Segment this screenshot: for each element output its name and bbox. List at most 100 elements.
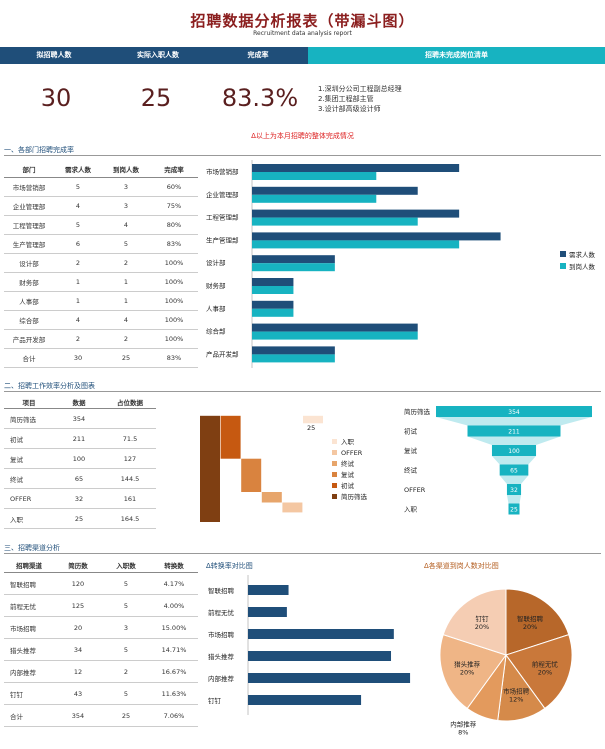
table-cell: 75%: [150, 196, 198, 216]
legend-label: 复试: [341, 470, 355, 479]
pie-slice: [439, 633, 507, 710]
table-cell: 71.5: [104, 428, 156, 449]
funnel-value: 354: [508, 409, 520, 416]
waterfall-bar: [282, 502, 303, 513]
pie-slice: [442, 588, 507, 656]
funnel-bar: [491, 445, 537, 456]
table-cell: 15.00%: [150, 616, 198, 639]
channel-table: 招聘渠道 简历数 入职数 转换数 智联招聘 120 5 4.17% 前程无忧 125 5 4.…: [4, 557, 198, 727]
conversion-bar: [248, 673, 411, 683]
table-row: 复试 100 127: [4, 448, 156, 469]
table-cell: 前程无忧: [4, 594, 54, 617]
table-row: 企业管理部 4 3 75%: [4, 196, 198, 216]
funnel-bar: [499, 464, 529, 476]
pie-label: 猎头推荐: [454, 660, 481, 669]
section3-title: 三、招聘渠道分析: [4, 544, 60, 552]
bar-demand: [252, 164, 460, 172]
table-row: 综合部 4 4 100%: [4, 310, 198, 330]
col-header: 项目: [4, 395, 54, 409]
funnel-connector: [436, 417, 592, 426]
table-row: 入职 25 164.5: [4, 508, 156, 529]
funnel-connector: [506, 495, 522, 504]
col-header: 占位数据: [104, 395, 156, 409]
col-header: 招聘渠道: [4, 557, 54, 573]
table-cell: 11.63%: [150, 682, 198, 705]
table-cell: 5: [54, 215, 102, 235]
table-cell: 初试: [4, 428, 54, 449]
funnel-bar: [467, 425, 561, 437]
conversion-bar: [248, 585, 289, 595]
table-row: 产品开发部 2 2 100%: [4, 329, 198, 349]
conversion-bar: [248, 629, 394, 639]
bar-arrived: [252, 217, 418, 226]
table-cell: 1: [54, 291, 102, 311]
bar-demand: [252, 209, 460, 218]
bar-arrived: [252, 286, 294, 294]
y-tick-label: 内部推荐: [208, 674, 235, 683]
pending-list: 1.深圳分公司工程副总经理 2.集团工程部主管 3.设计部高级设计师: [318, 84, 402, 114]
funnel-stage-label: 终试: [404, 466, 418, 475]
table-cell: 16.67%: [150, 660, 198, 683]
pie-percent: 12%: [509, 696, 523, 704]
table-row: 合计 30 25 83%: [4, 348, 198, 368]
funnel-value: 65: [510, 468, 518, 475]
legend-swatch: [332, 494, 337, 499]
table-cell: 4.17%: [150, 572, 198, 595]
table-cell: 354: [54, 408, 104, 429]
table-cell: [104, 408, 156, 429]
conversion-bar: [248, 607, 287, 617]
legend-label: 终试: [341, 459, 355, 468]
table-cell: 25: [54, 508, 104, 529]
kpi-header-planned: 拟招聘人数: [0, 47, 108, 64]
table-cell: 3: [102, 196, 150, 216]
table-cell: 5: [102, 682, 150, 705]
bar-arrived: [252, 194, 377, 203]
table-cell: 产品开发部: [4, 329, 54, 349]
table-row: 生产管理部 6 5 83%: [4, 234, 198, 254]
pie-percent: 20%: [475, 623, 489, 631]
bar-demand: [252, 278, 294, 286]
table-row: 合计 354 25 7.06%: [4, 704, 198, 727]
legend-label: OFFER: [341, 449, 363, 457]
table-cell: 市场招聘: [4, 616, 54, 639]
table-row: 终试 65 144.5: [4, 468, 156, 489]
table-cell: 25: [102, 704, 150, 727]
col-header: 简历数: [54, 557, 102, 573]
table-cell: 1: [102, 272, 150, 292]
pie-slice: [505, 633, 573, 710]
legend-label: 入职: [341, 438, 355, 446]
table-cell: 125: [54, 594, 102, 617]
table-cell: 7.06%: [150, 704, 198, 727]
col-header: 需求人数: [54, 160, 102, 178]
waterfall-bar: [261, 492, 282, 503]
waterfall-bar: [220, 415, 241, 459]
y-tick-label: 产品开发部: [206, 349, 239, 358]
bar-demand: [252, 323, 418, 332]
bar-demand: [252, 300, 294, 309]
table-cell: 5: [102, 638, 150, 661]
conv-chart-title: Δ转换率对比图: [206, 562, 253, 570]
waterfall-label: 25: [307, 424, 315, 432]
funnel-bar: [436, 406, 592, 417]
table-row: 初试 211 71.5: [4, 428, 156, 449]
y-tick-label: 企业管理部: [206, 190, 239, 199]
table-cell: 4: [102, 215, 150, 235]
bar-arrived: [252, 354, 335, 363]
page-subtitle: Recruitment data analysis report: [253, 30, 352, 37]
bar-demand: [252, 255, 335, 264]
table-cell: 4: [102, 310, 150, 330]
table-cell: 5: [54, 177, 102, 197]
y-tick-label: 工程管理部: [206, 213, 239, 222]
pie-label: 市场招聘: [503, 687, 530, 696]
funnel-value: 211: [508, 429, 520, 436]
pie-percent: 8%: [458, 729, 468, 735]
legend-label: 简历筛选: [341, 492, 368, 501]
waterfall-bar: [200, 415, 220, 522]
legend-swatch: [332, 439, 337, 444]
section1-title: 一、各部门招聘完成率: [4, 146, 74, 154]
bar-arrived: [252, 172, 377, 180]
table-cell: 32: [54, 488, 104, 509]
